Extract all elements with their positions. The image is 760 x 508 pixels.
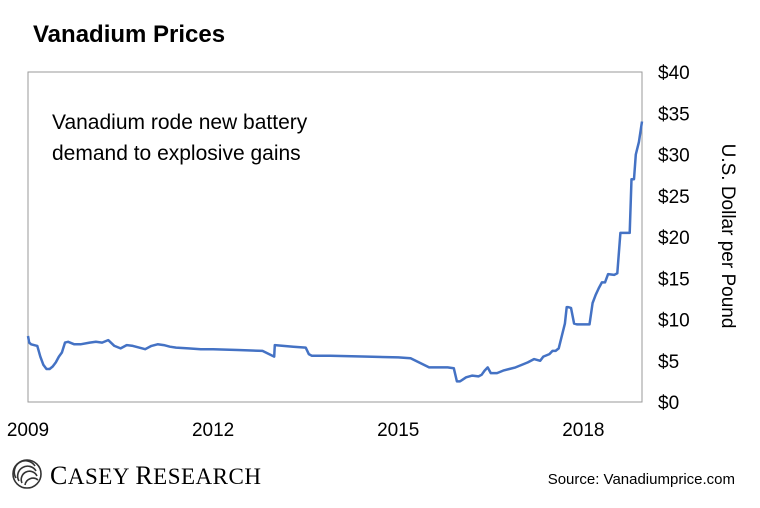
y-tick-label: $25 <box>658 187 690 208</box>
y-tick-label: $5 <box>658 352 679 373</box>
logo-wordmark: CASEY RESEARCH <box>50 461 261 490</box>
x-axis-ticks: 2009 2012 2015 2018 <box>7 420 605 441</box>
x-tick-label: 2009 <box>7 420 49 441</box>
logo-word-research: ESEARCH <box>153 464 261 489</box>
plot-area <box>27 71 643 403</box>
y-tick-label: $35 <box>658 104 690 125</box>
y-tick-label: $20 <box>658 228 690 249</box>
logo-letter-c: C <box>50 461 68 490</box>
y-tick-label: $30 <box>658 146 690 167</box>
annotation-line-2: demand to explosive gains <box>52 142 301 165</box>
series-line-vanadium-price <box>26 121 644 383</box>
chart-title: Vanadium Prices <box>33 21 225 48</box>
casey-research-logo: CASEY RESEARCH <box>12 459 261 490</box>
swirl-logo-icon <box>12 459 42 489</box>
x-tick-label: 2012 <box>192 420 234 441</box>
x-tick-label: 2018 <box>562 420 604 441</box>
logo-letter-r: R <box>135 461 153 490</box>
logo-word-casey: ASEY <box>68 464 135 489</box>
y-tick-label: $15 <box>658 269 690 290</box>
y-axis-ticks: $0 $5 $10 $15 $20 $25 $30 $35 $40 <box>658 63 690 414</box>
annotation-line-1: Vanadium rode new battery <box>52 111 308 134</box>
source-note: Source: Vanadiumprice.com <box>548 471 735 488</box>
x-tick-label: 2015 <box>377 420 419 441</box>
y-tick-label: $10 <box>658 311 690 332</box>
y-tick-label: $40 <box>658 63 690 84</box>
y-axis-label: U.S. Dollar per Pound <box>717 144 738 329</box>
y-tick-label: $0 <box>658 393 679 414</box>
